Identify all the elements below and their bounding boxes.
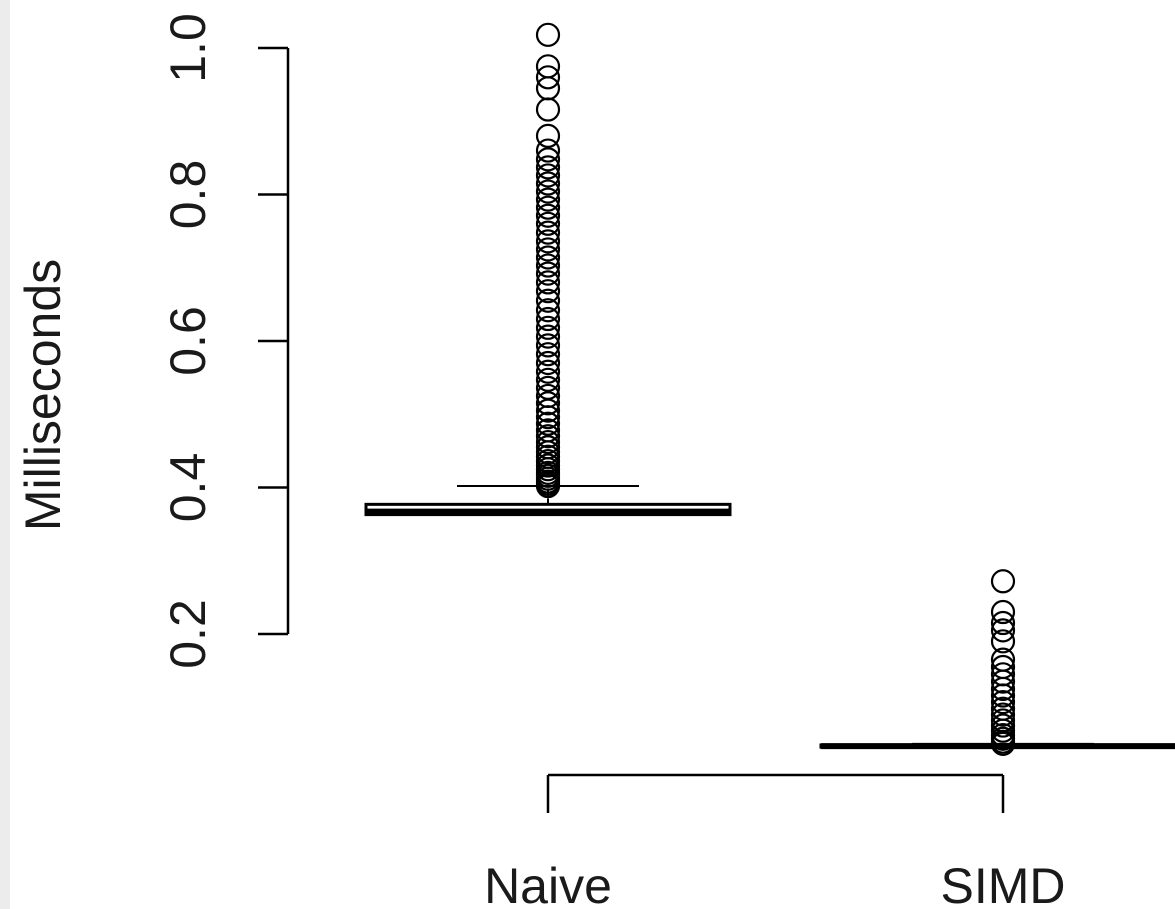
outlier-point bbox=[535, 391, 561, 416]
outlier-point bbox=[535, 163, 561, 188]
outlier-point bbox=[535, 367, 561, 392]
outlier-point bbox=[990, 618, 1016, 643]
y-tick-label: 0.4 bbox=[160, 453, 216, 523]
y-tick-label: 0.8 bbox=[160, 160, 216, 230]
outlier-point bbox=[535, 65, 561, 90]
y-axis-title: Milliseconds bbox=[15, 259, 71, 531]
outlier-point bbox=[535, 411, 561, 436]
outlier-point bbox=[535, 155, 561, 180]
outlier-point bbox=[535, 179, 561, 204]
outlier-point bbox=[535, 229, 561, 254]
y-tick-label: 0.2 bbox=[160, 599, 216, 669]
outlier-point bbox=[535, 383, 561, 409]
outlier-point bbox=[535, 306, 561, 332]
outlier-point bbox=[990, 654, 1016, 680]
outlier-point bbox=[535, 429, 561, 455]
outlier-point bbox=[990, 599, 1016, 625]
outlier-point bbox=[535, 203, 561, 228]
outlier-point bbox=[990, 629, 1016, 654]
outlier-point bbox=[535, 253, 561, 278]
outlier-point bbox=[535, 418, 561, 443]
outlier-point bbox=[990, 702, 1016, 727]
outlier-point bbox=[535, 97, 561, 122]
outlier-point bbox=[990, 713, 1016, 738]
outlier-point bbox=[535, 288, 561, 313]
outlier-point bbox=[990, 690, 1016, 715]
outlier-point bbox=[535, 54, 561, 79]
outlier-point bbox=[535, 315, 561, 340]
outlier-point bbox=[990, 696, 1016, 721]
x-axis: Naive SIMD bbox=[484, 773, 1066, 909]
labels: Milliseconds bbox=[15, 259, 71, 531]
outlier-point bbox=[535, 123, 561, 148]
outlier-point bbox=[535, 350, 561, 376]
outlier-point bbox=[535, 187, 561, 212]
outlier-point bbox=[535, 298, 561, 323]
y-axis: 0.2 0.4 0.6 0.8 1.0 bbox=[160, 13, 290, 669]
outlier-point bbox=[990, 708, 1016, 733]
outlier-point bbox=[535, 22, 561, 47]
outlier-point bbox=[535, 359, 561, 384]
outlier-point bbox=[990, 569, 1016, 594]
outlier-point bbox=[535, 220, 561, 245]
outlier-point bbox=[535, 138, 561, 163]
outlier-point bbox=[535, 147, 561, 172]
outlier-point bbox=[535, 211, 561, 236]
outlier-point bbox=[535, 270, 561, 295]
outlier-point bbox=[535, 424, 561, 449]
boxes bbox=[364, 22, 1175, 756]
left-margin-shade bbox=[0, 0, 10, 909]
outlier-point bbox=[535, 333, 561, 358]
outlier-point bbox=[535, 342, 561, 367]
x-tick-label: Naive bbox=[484, 858, 612, 909]
outlier-point bbox=[535, 324, 561, 349]
y-tick-label: 0.6 bbox=[160, 306, 216, 376]
outlier-point bbox=[990, 647, 1016, 672]
outlier-point bbox=[990, 662, 1016, 687]
box-naive bbox=[364, 22, 732, 517]
box-simd bbox=[819, 569, 1175, 756]
outlier-point bbox=[535, 195, 561, 220]
outlier-point bbox=[535, 171, 561, 196]
outlier-point bbox=[535, 375, 561, 400]
x-tick-label: SIMD bbox=[941, 858, 1066, 909]
outlier-point bbox=[990, 610, 1016, 636]
outlier-point bbox=[535, 245, 561, 270]
outlier-point bbox=[535, 279, 561, 304]
y-tick-label: 1.0 bbox=[160, 13, 216, 83]
outlier-point bbox=[535, 435, 561, 460]
outlier-point bbox=[535, 237, 561, 262]
outlier-point bbox=[535, 261, 561, 286]
